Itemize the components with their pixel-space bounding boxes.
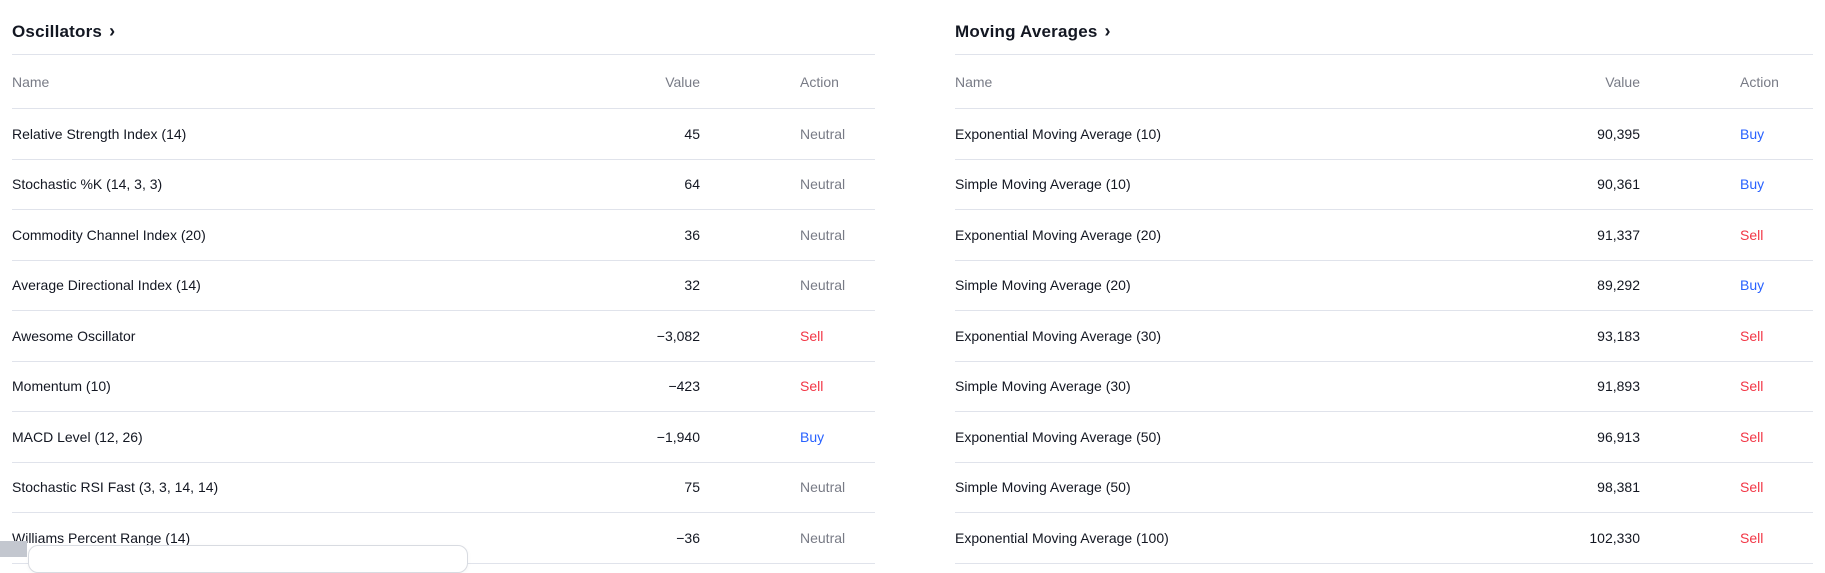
- chevron-right-icon: ›: [109, 20, 116, 41]
- section-title: Moving Averages: [955, 21, 1098, 41]
- indicator-action: Buy: [1740, 125, 1765, 142]
- indicator-value: 90,395: [1597, 125, 1640, 142]
- indicator-name: Relative Strength Index (14): [12, 125, 187, 142]
- indicator-value: 91,893: [1597, 378, 1640, 395]
- name-column-header: Name: [955, 73, 993, 90]
- indicator-action: Sell: [1740, 479, 1764, 496]
- indicator-value: 91,337: [1597, 226, 1640, 243]
- indicator-name: Exponential Moving Average (100): [955, 529, 1169, 546]
- table-row: Momentum (10) −423 Sell: [12, 362, 875, 412]
- indicator-name: Exponential Moving Average (50): [955, 428, 1161, 445]
- indicator-action: Neutral: [800, 479, 846, 496]
- oscillators-section: Oscillators › Name Value Action Relative…: [12, 0, 875, 564]
- indicator-name: Commodity Channel Index (20): [12, 226, 206, 243]
- column-header-row: Name Value Action: [12, 55, 875, 109]
- value-column-header: Value: [1605, 73, 1640, 90]
- table-row: Commodity Channel Index (20) 36 Neutral: [12, 210, 875, 261]
- table-row: Exponential Moving Average (10) 90,395 B…: [955, 109, 1813, 160]
- table-row: Awesome Oscillator −3,082 Sell: [12, 311, 875, 362]
- action-column-header: Action: [1740, 73, 1779, 90]
- indicator-value: 96,913: [1597, 428, 1640, 445]
- table-row: Relative Strength Index (14) 45 Neutral: [12, 109, 875, 160]
- name-column-header: Name: [12, 73, 50, 90]
- indicator-value: −1,940: [656, 428, 700, 445]
- column-header-row: Name Value Action: [955, 55, 1813, 109]
- oscillators-rows: Relative Strength Index (14) 45 Neutral …: [12, 109, 875, 564]
- indicator-name: Simple Moving Average (30): [955, 378, 1131, 395]
- bottom-left-fragment: [0, 541, 27, 557]
- indicator-action: Sell: [800, 327, 824, 344]
- table-row: Exponential Moving Average (100) 102,330…: [955, 513, 1813, 564]
- indicator-action: Sell: [1740, 428, 1764, 445]
- indicator-action: Sell: [1740, 226, 1764, 243]
- indicator-action: Buy: [1740, 277, 1765, 294]
- table-row: Exponential Moving Average (30) 93,183 S…: [955, 311, 1813, 362]
- indicator-name: MACD Level (12, 26): [12, 428, 143, 445]
- table-row: Simple Moving Average (50) 98,381 Sell: [955, 463, 1813, 513]
- indicator-value: −36: [676, 529, 700, 546]
- table-row: Exponential Moving Average (50) 96,913 S…: [955, 412, 1813, 463]
- moving-averages-section-header: Moving Averages ›: [955, 0, 1813, 55]
- indicator-name: Average Directional Index (14): [12, 277, 201, 294]
- table-row: Stochastic RSI Fast (3, 3, 14, 14) 75 Ne…: [12, 463, 875, 513]
- indicator-value: 75: [684, 479, 700, 496]
- table-row: Stochastic %K (14, 3, 3) 64 Neutral: [12, 160, 875, 210]
- indicator-value: 32: [684, 277, 700, 294]
- table-row: Simple Moving Average (10) 90,361 Buy: [955, 160, 1813, 210]
- indicator-value: 64: [684, 176, 700, 193]
- indicator-value: 36: [684, 226, 700, 243]
- indicator-action: Buy: [1740, 176, 1765, 193]
- indicator-name: Exponential Moving Average (30): [955, 327, 1161, 344]
- indicator-action: Neutral: [800, 529, 846, 546]
- action-column-header: Action: [800, 73, 839, 90]
- indicator-value: 102,330: [1589, 529, 1640, 546]
- table-row: MACD Level (12, 26) −1,940 Buy: [12, 412, 875, 463]
- indicator-value: −3,082: [656, 327, 700, 344]
- indicator-action: Neutral: [800, 125, 846, 142]
- value-column-header: Value: [665, 73, 700, 90]
- table-row: Simple Moving Average (20) 89,292 Buy: [955, 261, 1813, 311]
- indicator-name: Momentum (10): [12, 378, 111, 395]
- indicator-name: Simple Moving Average (50): [955, 479, 1131, 496]
- indicator-value: −423: [668, 378, 700, 395]
- moving-averages-rows: Exponential Moving Average (10) 90,395 B…: [955, 109, 1813, 564]
- indicator-action: Sell: [1740, 378, 1764, 395]
- indicator-name: Exponential Moving Average (20): [955, 226, 1161, 243]
- indicator-name: Simple Moving Average (20): [955, 277, 1131, 294]
- indicator-action: Sell: [800, 378, 824, 395]
- moving-averages-section: Moving Averages › Name Value Action Expo…: [955, 0, 1813, 564]
- oscillators-title-link[interactable]: Oscillators ›: [12, 22, 115, 42]
- table-row: Average Directional Index (14) 32 Neutra…: [12, 261, 875, 311]
- chevron-right-icon: ›: [1104, 20, 1111, 41]
- tooltip-popup: [28, 545, 468, 573]
- table-row: Simple Moving Average (30) 91,893 Sell: [955, 362, 1813, 412]
- indicator-value: 89,292: [1597, 277, 1640, 294]
- indicator-action: Sell: [1740, 327, 1764, 344]
- indicator-name: Exponential Moving Average (10): [955, 125, 1161, 142]
- indicator-value: 98,381: [1597, 479, 1640, 496]
- moving-averages-title-link[interactable]: Moving Averages ›: [955, 22, 1111, 42]
- indicator-action: Neutral: [800, 226, 846, 243]
- oscillators-section-header: Oscillators ›: [12, 0, 875, 55]
- indicator-action: Buy: [800, 428, 825, 445]
- indicator-name: Simple Moving Average (10): [955, 176, 1131, 193]
- table-row: Exponential Moving Average (20) 91,337 S…: [955, 210, 1813, 261]
- indicator-value: 45: [684, 125, 700, 142]
- indicator-action: Sell: [1740, 529, 1764, 546]
- indicator-name: Stochastic RSI Fast (3, 3, 14, 14): [12, 479, 219, 496]
- indicator-action: Neutral: [800, 277, 846, 294]
- indicator-name: Stochastic %K (14, 3, 3): [12, 176, 163, 193]
- indicator-name: Awesome Oscillator: [12, 327, 136, 344]
- indicator-name: Williams Percent Range (14): [12, 529, 191, 546]
- section-title: Oscillators: [12, 21, 103, 41]
- indicator-value: 93,183: [1597, 327, 1640, 344]
- indicator-action: Neutral: [800, 176, 846, 193]
- indicator-value: 90,361: [1597, 176, 1640, 193]
